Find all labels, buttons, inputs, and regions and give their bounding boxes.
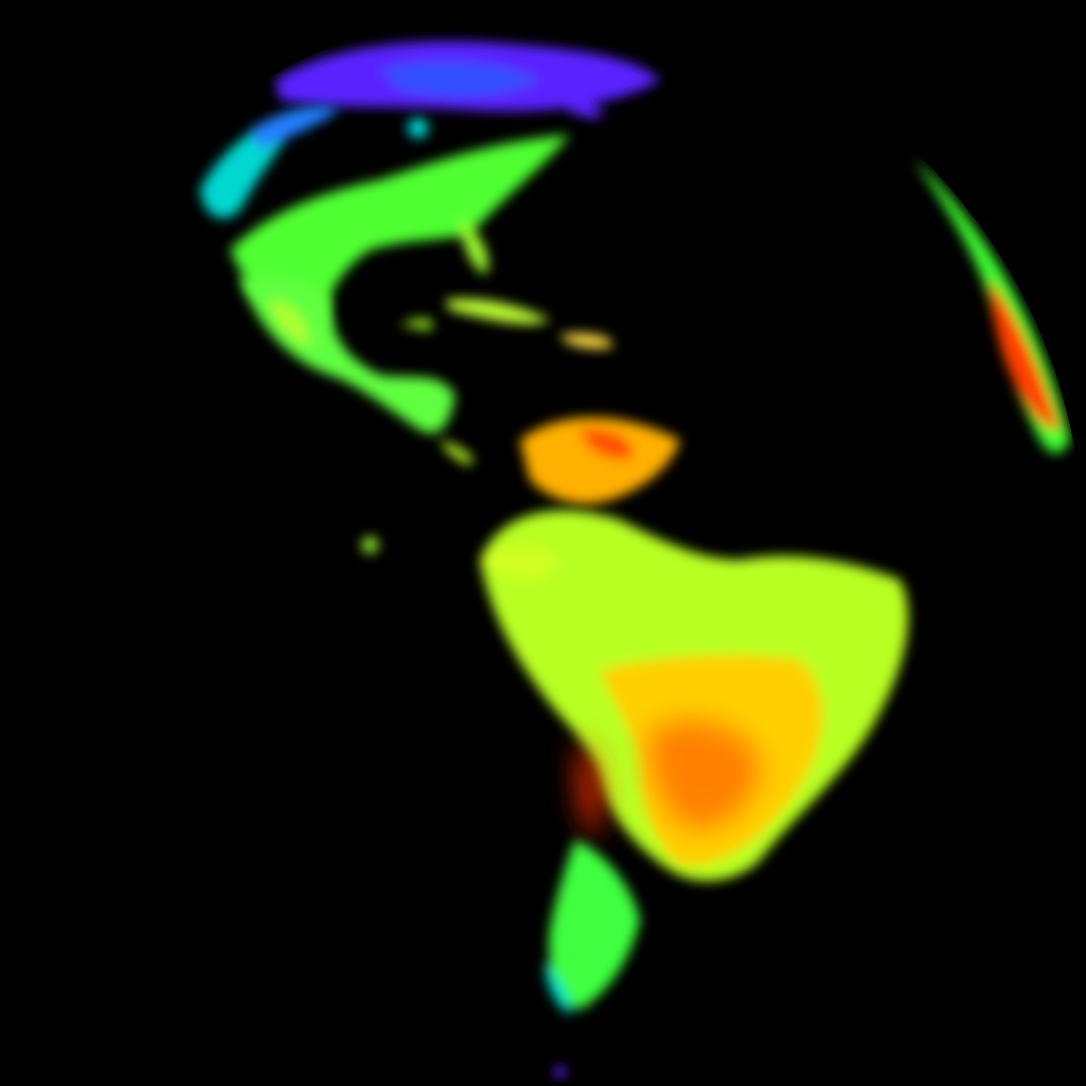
region-west-africa-limb — [915, 160, 1070, 454]
region-central-south-america — [578, 720, 760, 840]
region-pacific-northwest — [200, 106, 428, 219]
region-caribbean — [400, 298, 612, 349]
region-islands — [362, 537, 566, 1078]
region-patagonia — [545, 840, 640, 1015]
region-united-states — [230, 135, 570, 330]
region-northern-canada — [275, 41, 660, 118]
region-mexico — [240, 275, 473, 465]
region-northern-south-america — [520, 417, 680, 504]
